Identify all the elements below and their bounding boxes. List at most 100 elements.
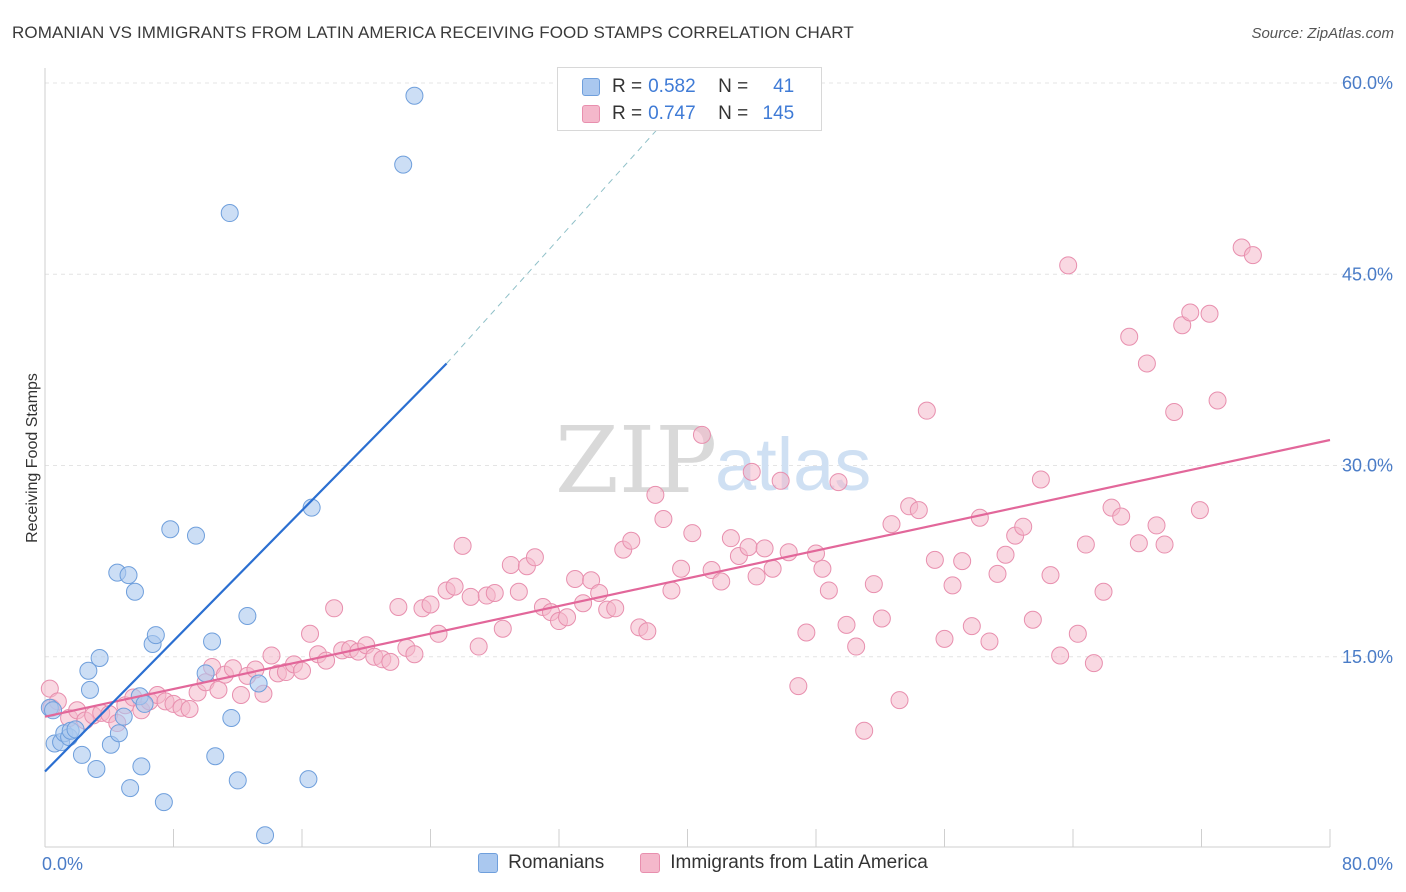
latin-point [988,564,1007,583]
series-legend: Romanians Immigrants from Latin America [0,852,1406,874]
latin-point [763,559,782,578]
romanian-point [394,155,413,174]
latin-point [1051,646,1070,665]
latin-point [622,531,641,550]
romanian-point [256,826,275,845]
trend-lines [44,95,1331,773]
x-tick-label: 0.0% [42,854,83,874]
latin-point [405,645,424,664]
latin-point [1190,501,1209,520]
y-axis-label: Receiving Food Stamps [24,373,41,543]
latin-point [1014,517,1033,536]
latin-point [882,515,901,534]
romanian-point [146,626,165,645]
latin-point [231,686,250,704]
latin-point [445,577,464,596]
latin-point [381,652,400,671]
y-tick-label: 30.0% [1342,456,1393,476]
latin-point [1023,610,1042,629]
romanian-point [135,694,154,713]
latin-point [1181,303,1200,322]
latin-point [293,661,311,680]
romanian-point [154,793,173,812]
y-tick-label: 60.0% [1342,73,1393,93]
latin-point [1059,256,1078,275]
latin-point [1155,535,1174,554]
latin-point [1094,582,1113,601]
watermark-zip: ZIP [555,407,717,514]
romanians-swatch [478,853,499,873]
watermark: ZIP atlas [555,407,871,514]
romanian-point [220,204,239,223]
x-tick-label: 80.0% [1342,854,1393,874]
latin-point [566,569,585,588]
romanians-trend-line [44,362,448,773]
latin-point [962,617,981,636]
latin-point [40,679,59,698]
y-tick-label: 45.0% [1342,264,1393,284]
latin-point [1147,516,1166,535]
latin-point [953,552,972,571]
latin-point [739,538,758,557]
latin-point [864,575,883,594]
latin-point [638,622,657,641]
latin-point [813,559,832,578]
y-tick-label: 15.0% [1342,647,1393,667]
romanian-point [222,708,241,727]
latin-point [1112,507,1131,526]
legend-row-latin: R = 0.747 N = 145 [582,102,794,126]
latin-point [692,425,711,444]
latin-point [996,545,1015,564]
latin-point [662,581,681,600]
romanian-point [186,526,205,545]
latin-point [789,677,808,696]
latin-point [712,572,731,591]
latin-point [646,485,665,504]
latin-point [421,595,440,614]
latin-point [925,550,944,569]
romanian-point [299,770,318,789]
watermark-atlas: atlas [715,423,871,506]
romanian-point [132,757,151,776]
latin-point [1084,654,1103,673]
latin-america-points [40,238,1262,740]
romanian-point [90,649,109,668]
r-value: 0.582 [648,76,696,97]
latin-point [485,584,504,602]
romanian-point [109,724,128,743]
n-label: N = [718,103,749,124]
romanian-point [206,747,225,766]
latin-point [855,721,874,740]
romanian-point [79,661,98,680]
romanian-point [228,771,247,790]
latin-point [1041,566,1060,585]
romanian-point [161,520,180,539]
latin-swatch [582,105,600,123]
latin-point [1031,470,1050,489]
latin-point [389,598,408,617]
romanian-point [125,582,144,601]
latin-point [1165,402,1184,421]
latin-point [980,632,999,651]
romanian-point [114,707,133,726]
romanian-point [87,759,106,778]
n-label: N = [718,76,749,97]
latin-point [180,700,199,719]
romanian-point [121,779,140,798]
latin-point [1076,535,1095,554]
romanian-point [80,680,99,699]
latin-point [721,529,740,548]
latin-point [461,587,480,606]
latin-point [819,581,838,600]
latin-point [493,619,512,638]
romanian-point [405,86,424,105]
latin-point [797,623,816,642]
latin-point [872,609,891,628]
n-value: 41 [773,76,795,97]
latin-point [1200,304,1219,323]
latin-point [890,691,909,710]
latin-point [1068,624,1087,643]
legend-label: Immigrants from Latin America [670,852,928,873]
stats-legend: R = 0.582 N = 41 R = 0.747 N = 145 [557,67,822,131]
